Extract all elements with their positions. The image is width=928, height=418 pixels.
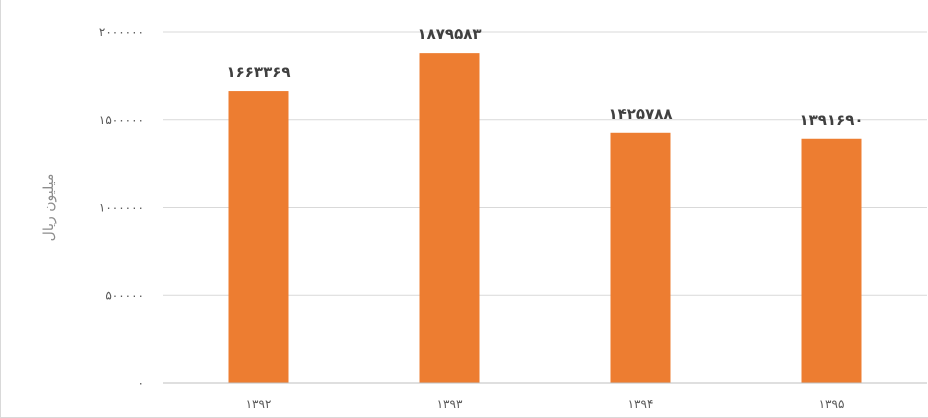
gridlines <box>163 31 927 296</box>
data-label: ۱۸۷۹۵۸۳ <box>417 25 481 43</box>
data-label: ۱۶۶۳۳۶۹ <box>226 63 290 81</box>
y-axis-ticks: ۰ ۵۰۰۰۰۰ ۱۰۰۰۰۰۰ ۱۵۰۰۰۰۰ ۲۰۰۰۰۰۰ <box>99 25 144 390</box>
y-axis-label: میلیون ریال <box>41 174 57 242</box>
data-label: ۱۳۹۱۶۹۰ <box>799 111 863 129</box>
bar <box>419 53 480 384</box>
bar <box>801 138 862 383</box>
bar <box>228 91 289 384</box>
y-tick-label: ۵۰۰۰۰۰ <box>105 288 144 302</box>
x-tick-label: ۱۳۹۲ <box>246 397 272 411</box>
y-tick-label: ۲۰۰۰۰۰۰ <box>99 25 144 39</box>
x-tick-label: ۱۳۹۴ <box>628 397 654 411</box>
data-label: ۱۴۲۵۷۸۸ <box>608 105 672 123</box>
x-axis-ticks: ۱۳۹۲ ۱۳۹۳ ۱۳۹۴ ۱۳۹۵ <box>246 397 845 411</box>
bar <box>610 132 671 383</box>
data-labels: ۱۶۶۳۳۶۹ ۱۸۷۹۵۸۳ ۱۴۲۵۷۸۸ ۱۳۹۱۶۹۰ <box>226 25 863 129</box>
y-tick-label: ۱۰۰۰۰۰۰ <box>99 201 144 215</box>
bars <box>228 53 862 384</box>
y-tick-label: ۰ <box>138 376 144 390</box>
y-tick-label: ۱۵۰۰۰۰۰ <box>99 113 144 127</box>
x-tick-label: ۱۳۹۳ <box>437 397 463 411</box>
x-tick-label: ۱۳۹۵ <box>819 397 845 411</box>
